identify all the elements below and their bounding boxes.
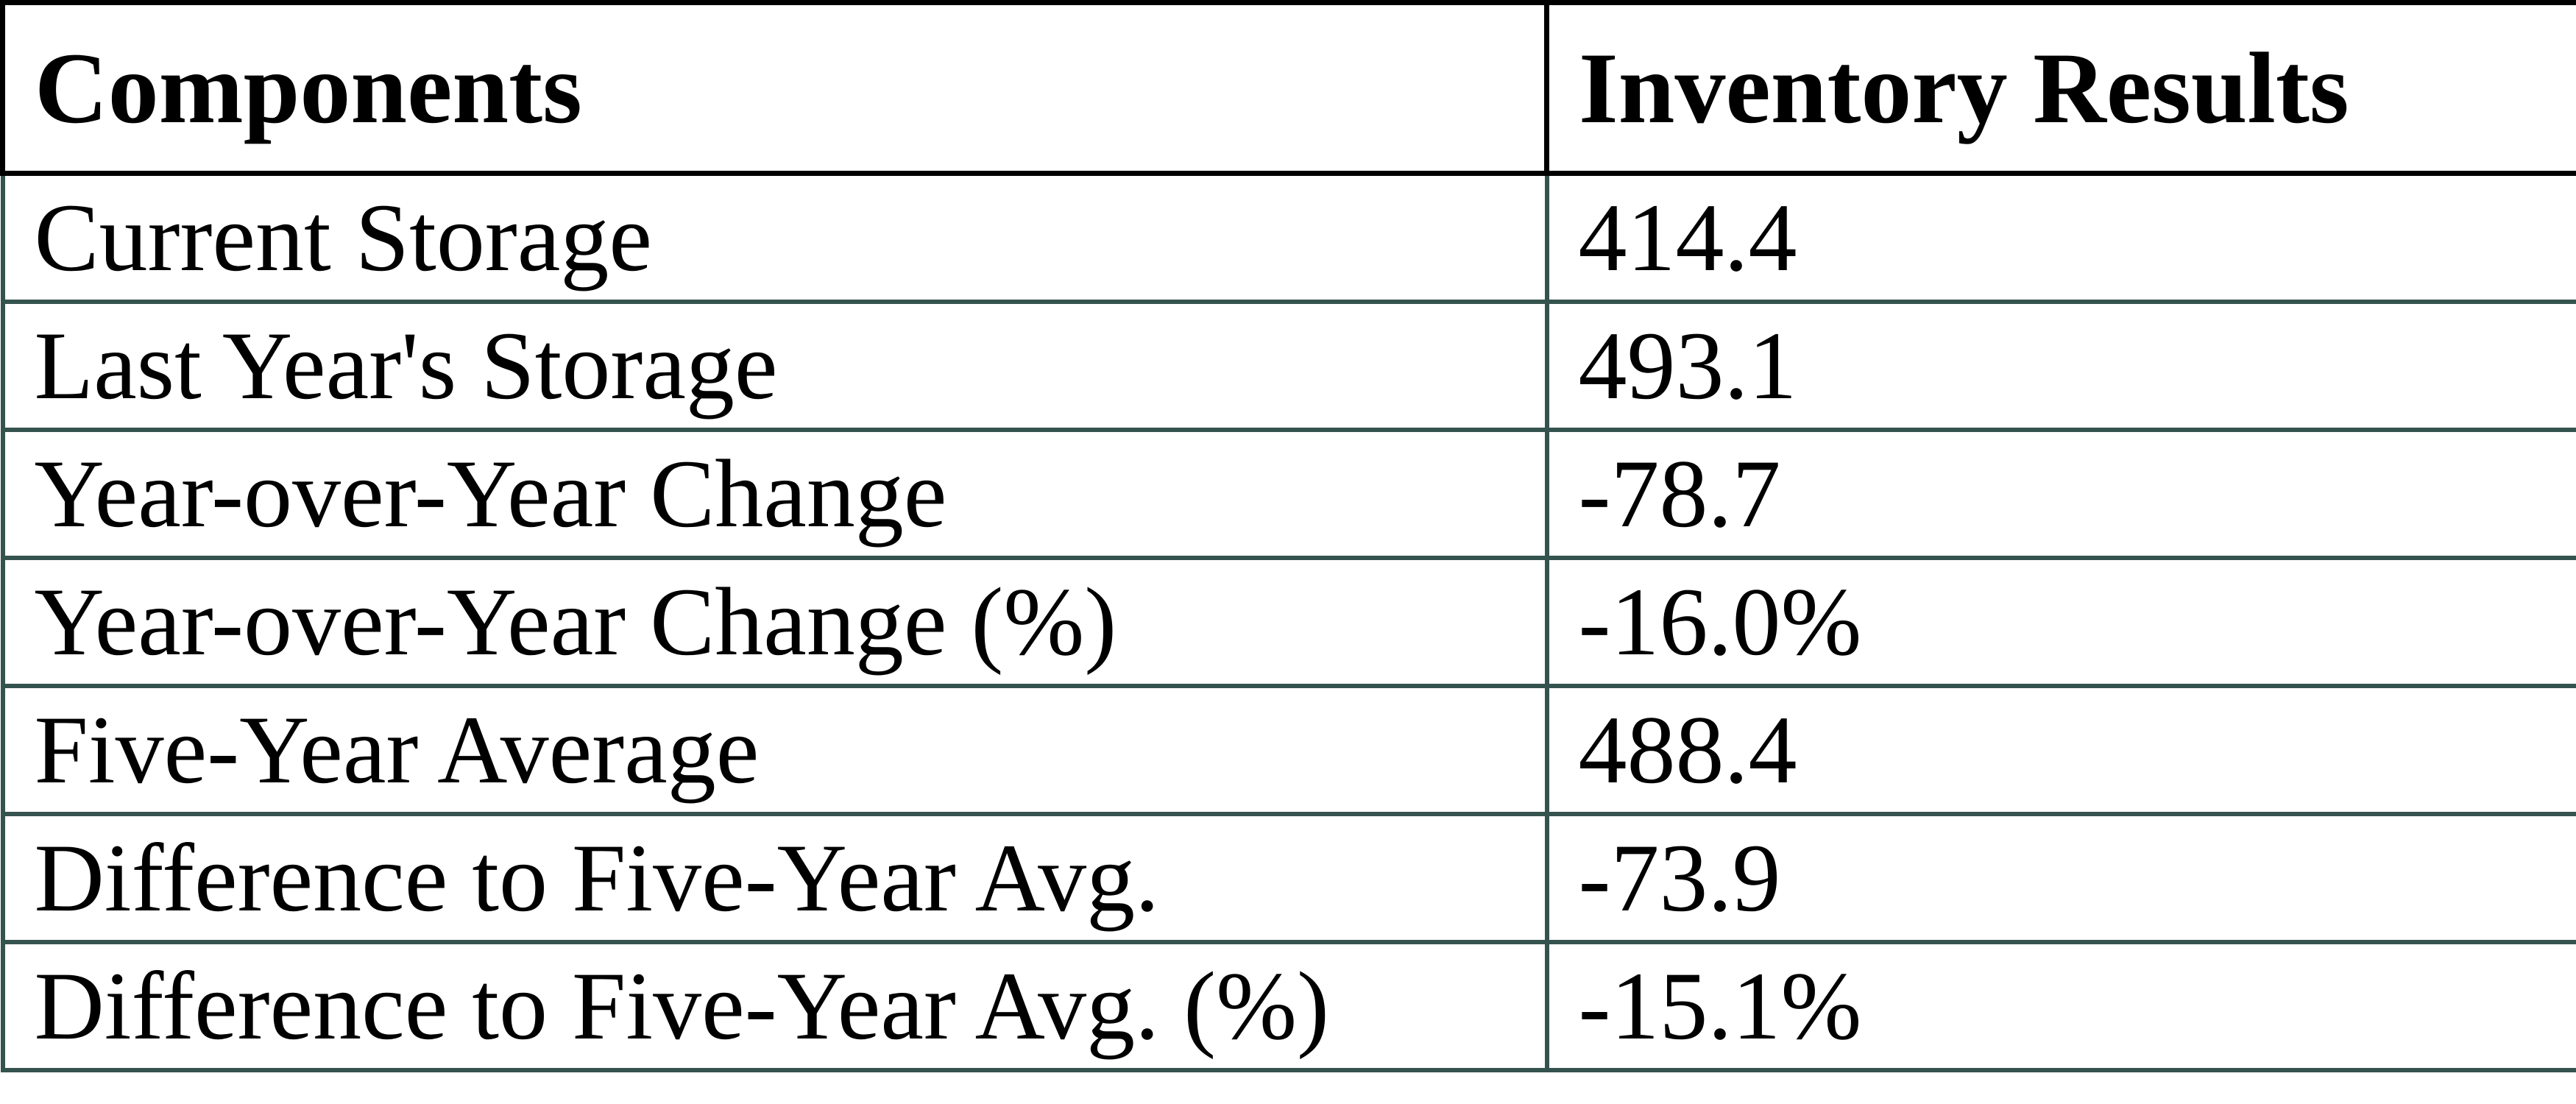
column-header-components: Components bbox=[0, 0, 1549, 176]
table-row: Difference to Five-Year Avg. -73.9 bbox=[0, 811, 2576, 944]
table-row: Year-over-Year Change (%) -16.0% bbox=[0, 555, 2576, 688]
inventory-table: Components Inventory Results Current Sto… bbox=[0, 0, 2576, 1072]
component-cell: Current Storage bbox=[0, 171, 1549, 304]
component-cell: Year-over-Year Change bbox=[0, 427, 1549, 560]
component-cell: Difference to Five-Year Avg. bbox=[0, 811, 1549, 944]
component-cell: Year-over-Year Change (%) bbox=[0, 555, 1549, 688]
table-row: Current Storage 414.4 bbox=[0, 171, 2576, 304]
component-cell: Five-Year Average bbox=[0, 683, 1549, 816]
table-row: Year-over-Year Change -78.7 bbox=[0, 427, 2576, 560]
table-row: Five-Year Average 488.4 bbox=[0, 683, 2576, 816]
result-cell: -16.0% bbox=[1544, 555, 2576, 688]
result-cell: -78.7 bbox=[1544, 427, 2576, 560]
component-cell: Last Year's Storage bbox=[0, 299, 1549, 432]
result-cell: 414.4 bbox=[1544, 171, 2576, 304]
header-row: Components Inventory Results bbox=[0, 0, 2576, 176]
result-cell: 493.1 bbox=[1544, 299, 2576, 432]
result-cell: -73.9 bbox=[1544, 811, 2576, 944]
result-cell: 488.4 bbox=[1544, 683, 2576, 816]
table-row: Last Year's Storage 493.1 bbox=[0, 299, 2576, 432]
column-header-inventory-results: Inventory Results bbox=[1544, 0, 2576, 176]
component-cell: Difference to Five-Year Avg. (%) bbox=[0, 939, 1549, 1072]
table-row: Difference to Five-Year Avg. (%) -15.1% bbox=[0, 939, 2576, 1072]
result-cell: -15.1% bbox=[1544, 939, 2576, 1072]
